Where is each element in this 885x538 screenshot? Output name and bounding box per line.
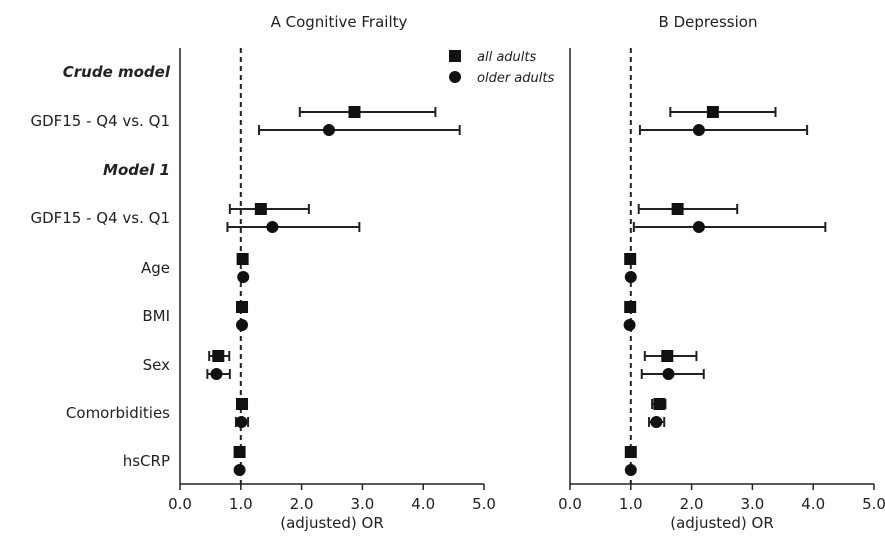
point-older-adults: [650, 416, 663, 428]
point-older-adults: [236, 319, 249, 331]
x-tick-label: 4.0: [411, 495, 435, 513]
point-older-adults: [322, 124, 335, 136]
row-label: Model 1: [103, 161, 170, 179]
point-older-adults: [624, 271, 637, 283]
x-tick-label: 3.0: [740, 495, 764, 513]
x-tick-label: 5.0: [472, 495, 496, 513]
row-label: Comorbidities: [66, 404, 170, 422]
legend-circle-icon: [449, 71, 461, 83]
x-tick-label: 0.0: [168, 495, 192, 513]
point-all-adults: [624, 301, 637, 313]
legend-label: all adults: [477, 50, 536, 65]
point-all-adults: [236, 301, 249, 313]
row-label: hsCRP: [123, 452, 170, 470]
legend-square-icon: [449, 50, 461, 62]
point-all-adults: [653, 398, 666, 410]
x-tick-label: 4.0: [801, 495, 825, 513]
point-all-adults: [624, 446, 637, 458]
point-all-adults: [624, 253, 637, 265]
panel-title: B Depression: [659, 13, 758, 31]
x-tick-label: 3.0: [350, 495, 374, 513]
point-all-adults: [671, 203, 684, 215]
point-all-adults: [706, 106, 719, 118]
point-all-adults: [236, 253, 249, 265]
panel-title: A Cognitive Frailty: [271, 13, 408, 31]
x-tick-label: 2.0: [680, 495, 704, 513]
x-axis-title: (adjusted) OR: [280, 514, 384, 532]
point-older-adults: [662, 368, 675, 380]
x-tick-label: 1.0: [229, 495, 253, 513]
point-older-adults: [624, 464, 637, 476]
point-older-adults: [237, 271, 250, 283]
point-all-adults: [212, 350, 225, 362]
point-all-adults: [661, 350, 674, 362]
point-older-adults: [692, 124, 705, 136]
point-older-adults: [623, 319, 636, 331]
row-label: GDF15 - Q4 vs. Q1: [30, 209, 170, 227]
point-all-adults: [254, 203, 267, 215]
point-all-adults: [233, 446, 246, 458]
point-older-adults: [266, 221, 279, 233]
point-all-adults: [236, 398, 249, 410]
row-label: Sex: [143, 356, 170, 374]
x-axis-title: (adjusted) OR: [670, 514, 774, 532]
x-tick-label: 5.0: [862, 495, 885, 513]
point-all-adults: [348, 106, 361, 118]
legend-label: older adults: [477, 71, 554, 86]
x-tick-label: 2.0: [290, 495, 314, 513]
row-label: BMI: [142, 307, 170, 325]
row-label: Age: [141, 259, 170, 277]
x-tick-label: 0.0: [558, 495, 582, 513]
point-older-adults: [235, 416, 248, 428]
point-older-adults: [233, 464, 246, 476]
x-tick-label: 1.0: [619, 495, 643, 513]
row-label: Crude model: [63, 63, 171, 81]
point-older-adults: [210, 368, 223, 380]
point-older-adults: [692, 221, 705, 233]
row-label: GDF15 - Q4 vs. Q1: [30, 112, 170, 130]
